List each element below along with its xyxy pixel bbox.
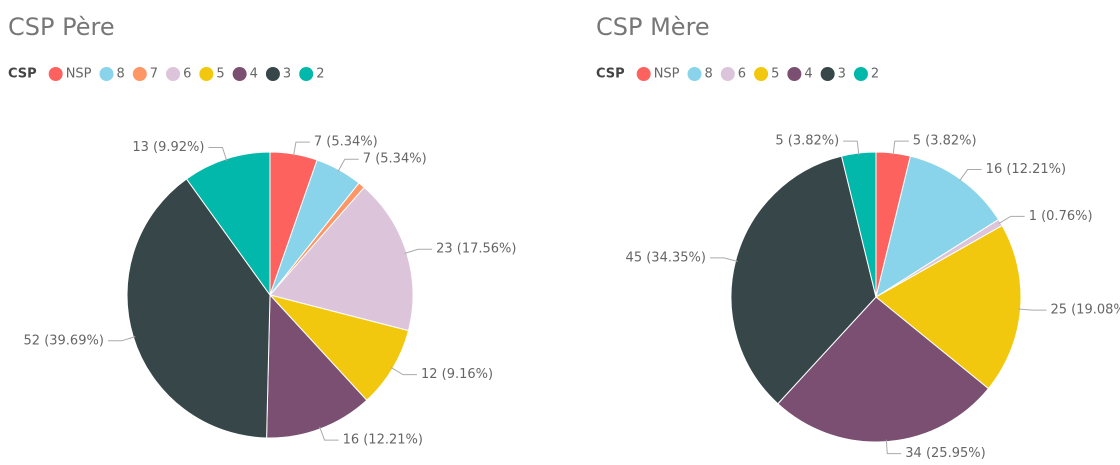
data-label: 34 (25.95%) xyxy=(905,446,985,461)
leader-line xyxy=(107,336,136,342)
legend-marker xyxy=(820,67,835,81)
legend-marker xyxy=(48,67,63,81)
leader-line xyxy=(208,146,228,161)
legend-marker xyxy=(853,67,868,81)
data-label: 5 (3.82%) xyxy=(913,134,977,149)
legend-title: CSP xyxy=(596,67,625,82)
legend-label: 5 xyxy=(216,67,224,82)
leader-line xyxy=(843,140,860,156)
legend-marker xyxy=(132,67,147,81)
legend-marker xyxy=(265,67,280,81)
data-label: 1 (0.76%) xyxy=(1029,209,1093,224)
leader-line xyxy=(892,140,909,156)
data-label: 12 (9.16%) xyxy=(421,367,493,382)
data-label: 13 (9.92%) xyxy=(132,140,204,155)
legend-label: 3 xyxy=(838,67,846,82)
legend-label: 3 xyxy=(283,67,291,82)
leader-line xyxy=(337,158,359,172)
legend-label: 2 xyxy=(316,67,324,82)
legend-label: NSP xyxy=(66,67,92,82)
data-label: 5 (3.82%) xyxy=(775,134,839,149)
legend-label: 6 xyxy=(183,67,191,82)
legend-label: 2 xyxy=(871,67,879,82)
legend-marker xyxy=(166,67,181,81)
legend-marker xyxy=(299,67,314,81)
leader-line xyxy=(390,367,417,376)
legend-label: 8 xyxy=(705,67,713,82)
chart-title: CSP Père xyxy=(8,13,115,41)
chart-title: CSP Mère xyxy=(596,13,710,41)
leader-line xyxy=(959,169,982,182)
data-label: 45 (34.35%) xyxy=(626,250,706,265)
legend-marker xyxy=(720,67,735,81)
data-label: 16 (12.21%) xyxy=(343,433,423,448)
legend-marker xyxy=(787,67,802,81)
legend-label: 6 xyxy=(738,67,746,82)
legend-marker xyxy=(99,67,114,81)
legend-marker xyxy=(687,67,702,81)
legend-label: 7 xyxy=(150,67,158,82)
leader-line xyxy=(293,141,310,157)
leader-line xyxy=(998,215,1025,224)
leader-line xyxy=(404,248,433,254)
leader-line xyxy=(709,257,738,262)
legend-label: 5 xyxy=(771,67,779,82)
legend-label: 4 xyxy=(804,67,812,82)
data-label: 16 (12.21%) xyxy=(986,162,1066,177)
legend-marker xyxy=(199,67,214,81)
data-label: 52 (39.69%) xyxy=(24,333,104,348)
leader-line xyxy=(885,439,902,455)
legend-marker xyxy=(754,67,769,81)
leader-line xyxy=(1018,308,1047,311)
legend-label: 8 xyxy=(117,67,125,82)
legend-marker xyxy=(636,67,651,81)
legend-marker xyxy=(232,67,247,81)
legend-title: CSP xyxy=(8,67,37,82)
leader-line xyxy=(319,426,339,441)
data-label: 7 (5.34%) xyxy=(363,152,427,167)
legend-label: 4 xyxy=(250,67,258,82)
data-label: 25 (19.08%) xyxy=(1050,303,1120,318)
data-label: 23 (17.56%) xyxy=(436,242,516,257)
data-label: 7 (5.34%) xyxy=(314,135,378,150)
legend-label: NSP xyxy=(654,67,680,82)
